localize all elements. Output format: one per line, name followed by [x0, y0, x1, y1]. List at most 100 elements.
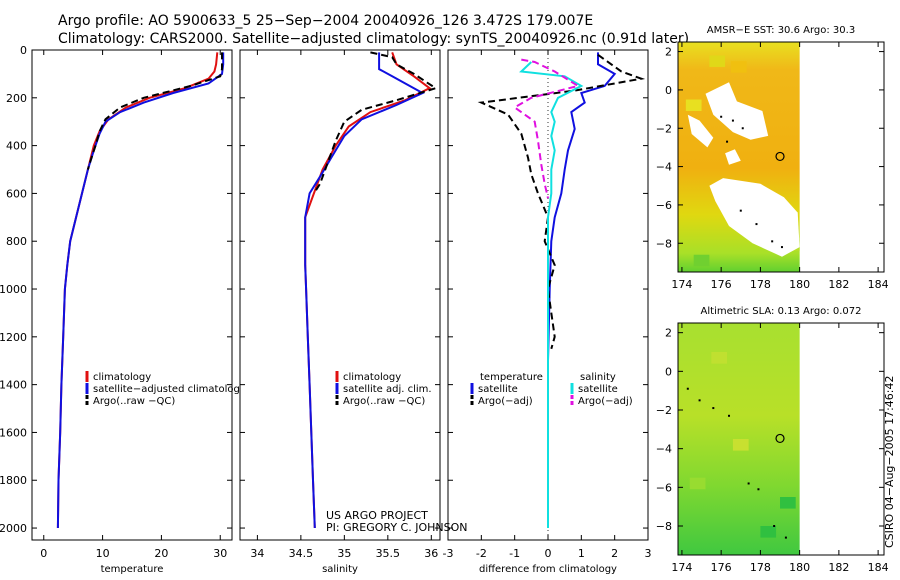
sst_map-y-tick-label: 0	[665, 84, 672, 97]
difference-x-tick-label: 3	[645, 547, 652, 560]
sla_map-data-cell	[732, 439, 749, 451]
sla_map-y-tick-label: −4	[656, 443, 672, 456]
sla_map-island-dot	[747, 482, 750, 485]
sla_map-island-dot	[773, 525, 776, 527]
sst_map-title: AMSR−E SST: 30.6 Argo: 30.3	[707, 25, 855, 36]
salinity-x-tick-label: 35.5	[376, 547, 401, 560]
sst_map-island-dot	[720, 115, 723, 118]
sla_map-x-tick-label: 176	[711, 561, 732, 574]
temperature-x-tick-label: 0	[40, 547, 47, 560]
salinity-x-tick-label: 35	[337, 547, 351, 560]
sla_map-axes-frame	[677, 322, 885, 556]
sst_map-missing-data-patch	[709, 178, 800, 257]
sst_map-data-cell	[685, 99, 702, 111]
salinity-x-axis-label: salinity	[322, 564, 358, 575]
temperature-x-tick-label: 30	[213, 547, 227, 560]
salinity-axes-frame	[239, 49, 441, 541]
sla_map-data-cell	[780, 497, 796, 509]
sst_map-argo-position-marker	[775, 151, 785, 162]
difference-legend-label: satellite	[578, 384, 618, 395]
project-label: US ARGO PROJECT	[326, 509, 428, 522]
y-tick-label: 2000	[0, 522, 27, 535]
temperature-axes-frame	[31, 49, 233, 541]
temperature-x-tick-label: 20	[154, 547, 168, 560]
y-tick-label: 200	[6, 92, 27, 105]
sla_map-x-tick-label: 180	[789, 561, 810, 574]
sst_map-island-dot	[731, 119, 734, 122]
plot-title-line2: Climatology: CARS2000. Satellite−adjuste…	[58, 31, 690, 47]
sst_map-data-cell	[709, 55, 726, 67]
sst_map-island-dot	[771, 240, 774, 243]
y-tick-label: 1000	[0, 283, 27, 296]
temperature-x-axis-label: temperature	[101, 564, 164, 575]
sst_map-missing-data-patch	[705, 82, 769, 140]
sla_map-data-cell	[711, 352, 728, 364]
salinity-series-argo	[313, 51, 439, 194]
temperature-legend-label: satellite−adjusted climatology	[93, 384, 246, 395]
sla_map-island-dot	[712, 407, 715, 410]
sst_map-y-tick-label: −8	[656, 237, 672, 250]
difference-x-tick-label: -3	[443, 547, 454, 560]
difference-x-tick-label: 2	[611, 547, 618, 560]
sla_map-y-tick-label: 2	[665, 327, 672, 340]
salinity-series-satellite	[304, 52, 425, 529]
y-tick-label: 1200	[0, 331, 27, 344]
salinity-x-tick-label: 34.5	[289, 547, 314, 560]
sst_map-island-dot	[726, 140, 729, 143]
y-tick-label: 1400	[0, 379, 27, 392]
y-tick-label: 0	[20, 44, 27, 57]
sla_map-data-cell	[760, 526, 777, 538]
salinity-legend-label: climatology	[343, 372, 401, 383]
sla_map-title: Altimetric SLA: 0.13 Argo: 0.072	[701, 306, 862, 317]
difference-series-temperature-satellite	[547, 52, 617, 528]
sst_map-island-dot	[780, 246, 783, 249]
sst_map-data-cell	[730, 61, 747, 73]
sst_map-missing-data-patch	[725, 149, 741, 165]
sla_map-y-tick-label: −6	[656, 481, 672, 494]
sst_map-y-tick-label: −6	[656, 199, 672, 212]
sst_map-axes-frame	[677, 41, 885, 273]
sst_map-island-dot	[755, 223, 758, 226]
difference-x-axis-label: difference from climatology	[479, 564, 617, 575]
difference-x-tick-label: 1	[578, 547, 585, 560]
temperature-series-argo	[86, 52, 223, 170]
sst_map-data-cell	[693, 254, 710, 267]
sst_map-missing-data-patch	[687, 114, 714, 148]
sla_map-y-tick-label: 0	[665, 365, 672, 378]
sst_map-x-tick-label: 176	[711, 278, 732, 291]
sst_map-x-tick-label: 184	[868, 278, 889, 291]
sst_map-x-tick-label: 182	[828, 278, 849, 291]
difference-legend-label: temperature	[480, 372, 543, 383]
difference-legend-label: salinity	[580, 372, 616, 383]
difference-x-tick-label: 0	[545, 547, 552, 560]
temperature-legend-label: Argo(..raw −QC)	[93, 396, 175, 407]
salinity-x-tick-label: 36	[424, 547, 438, 560]
sla_map-x-tick-label: 174	[671, 561, 692, 574]
sla_map-y-tick-label: −8	[656, 520, 672, 533]
y-tick-label: 800	[6, 235, 27, 248]
y-tick-label: 600	[6, 187, 27, 200]
difference-x-tick-label: -1	[509, 547, 520, 560]
difference-legend-label: Argo(−adj)	[478, 396, 533, 407]
y-tick-label: 1600	[0, 426, 27, 439]
plot-title-line1: Argo profile: AO 5900633_5 25−Sep−2004 2…	[58, 13, 594, 29]
sla_map-data-cell	[689, 477, 706, 490]
sla_map-island-dot	[698, 399, 701, 402]
sla_map-y-tick-label: −2	[656, 404, 672, 417]
difference-x-tick-label: -2	[476, 547, 487, 560]
difference-series-temperature-argo	[477, 53, 646, 350]
sla_map-island-dot	[686, 387, 689, 390]
sst_map-y-tick-label: 2	[665, 46, 672, 59]
pi-label: PI: GREGORY C. JOHNSON	[326, 521, 468, 534]
difference-legend-label: Argo(−adj)	[578, 396, 633, 407]
temperature-legend-label: climatology	[93, 372, 151, 383]
difference-series-salinity-satellite	[519, 61, 584, 528]
sla_map-island-dot	[784, 536, 787, 539]
sst_map-x-tick-label: 178	[750, 278, 771, 291]
difference-legend-label: satellite	[478, 384, 518, 395]
sst_map-x-tick-label: 180	[789, 278, 810, 291]
y-tick-label: 400	[6, 140, 27, 153]
y-tick-label: 1800	[0, 474, 27, 487]
salinity-x-tick-label: 34	[250, 547, 264, 560]
